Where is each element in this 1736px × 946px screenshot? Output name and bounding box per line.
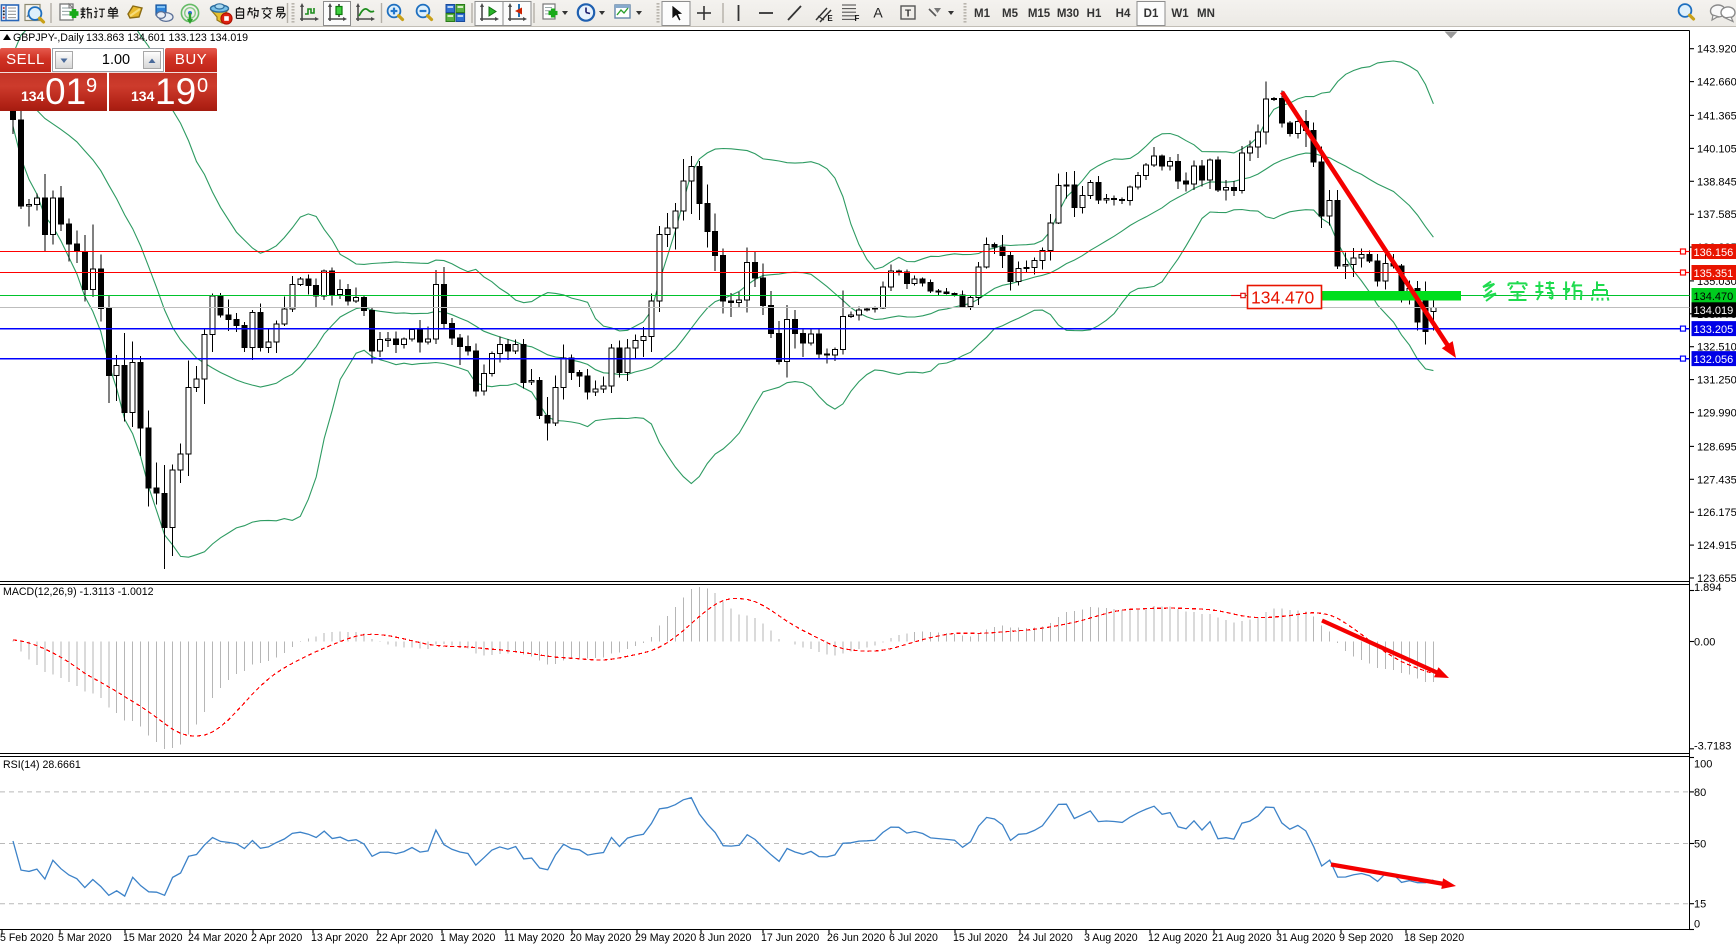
- svg-text:5 Feb 2020: 5 Feb 2020: [0, 932, 54, 944]
- svg-text:MN: MN: [1197, 8, 1215, 20]
- svg-text:13 Apr 2020: 13 Apr 2020: [311, 932, 368, 944]
- svg-text:29 May 2020: 29 May 2020: [635, 932, 696, 944]
- svg-text:2 Apr 2020: 2 Apr 2020: [251, 932, 302, 944]
- svg-text:141.365: 141.365: [1697, 110, 1736, 122]
- svg-text:134.470: 134.470: [1251, 288, 1315, 308]
- svg-text:-3.7183: -3.7183: [1694, 741, 1731, 753]
- svg-text:132.510: 132.510: [1697, 342, 1736, 354]
- svg-text:11 May 2020: 11 May 2020: [504, 932, 565, 944]
- svg-text:M15: M15: [1028, 8, 1051, 20]
- svg-text:D1: D1: [1144, 8, 1159, 20]
- svg-text:M30: M30: [1057, 8, 1079, 20]
- svg-text:15: 15: [1694, 899, 1706, 911]
- svg-text:MACD(12,26,9) -1.3113 -1.0012: MACD(12,26,9) -1.3113 -1.0012: [3, 586, 154, 598]
- svg-text:0: 0: [1694, 919, 1700, 931]
- svg-text:50: 50: [1694, 839, 1706, 851]
- svg-text:8 Jun 2020: 8 Jun 2020: [699, 932, 752, 944]
- svg-text:F: F: [855, 14, 860, 23]
- svg-text:RSI(14) 28.6661: RSI(14) 28.6661: [3, 759, 81, 771]
- svg-text:24 Mar 2020: 24 Mar 2020: [188, 932, 248, 944]
- svg-text:132.056: 132.056: [1694, 354, 1734, 366]
- svg-text:6 Jul 2020: 6 Jul 2020: [889, 932, 938, 944]
- svg-text:17 Jun 2020: 17 Jun 2020: [761, 932, 819, 944]
- svg-text:136.156: 136.156: [1694, 247, 1734, 259]
- svg-text:22 Apr 2020: 22 Apr 2020: [376, 932, 433, 944]
- svg-text:5 Mar 2020: 5 Mar 2020: [58, 932, 112, 944]
- svg-text:133.863 134.601 133.123 134.01: 133.863 134.601 133.123 134.019: [86, 32, 248, 44]
- svg-text:126.175: 126.175: [1697, 507, 1736, 519]
- svg-text:T: T: [905, 9, 911, 20]
- svg-text:H1: H1: [1087, 8, 1102, 20]
- svg-text:24 Jul 2020: 24 Jul 2020: [1018, 932, 1073, 944]
- svg-text:12 Aug 2020: 12 Aug 2020: [1148, 932, 1208, 944]
- svg-text:W1: W1: [1171, 8, 1189, 20]
- svg-text:15 Mar 2020: 15 Mar 2020: [123, 932, 183, 944]
- svg-text:3 Aug 2020: 3 Aug 2020: [1084, 932, 1138, 944]
- svg-text:80: 80: [1694, 787, 1706, 799]
- svg-text:131.250: 131.250: [1697, 375, 1736, 387]
- svg-text:140.105: 140.105: [1697, 143, 1736, 155]
- svg-text:15 Jul 2020: 15 Jul 2020: [953, 932, 1008, 944]
- svg-text:0.00: 0.00: [1694, 637, 1715, 649]
- svg-text:100: 100: [1694, 759, 1712, 771]
- svg-text:H4: H4: [1116, 8, 1131, 20]
- svg-text:143.920: 143.920: [1697, 44, 1736, 56]
- svg-text:26 Jun 2020: 26 Jun 2020: [827, 932, 885, 944]
- svg-text:9 Sep 2020: 9 Sep 2020: [1339, 932, 1393, 944]
- svg-text:135.351: 135.351: [1694, 268, 1734, 280]
- svg-text:137.585: 137.585: [1697, 209, 1736, 221]
- svg-text:GBPJPY-,Daily: GBPJPY-,Daily: [13, 32, 85, 44]
- svg-text:20 May 2020: 20 May 2020: [570, 932, 631, 944]
- svg-text:31 Aug 2020: 31 Aug 2020: [1276, 932, 1336, 944]
- svg-text:134.019: 134.019: [1694, 305, 1734, 317]
- svg-text:129.990: 129.990: [1697, 408, 1736, 420]
- svg-text:A: A: [873, 5, 883, 21]
- svg-text:M5: M5: [1002, 8, 1019, 20]
- svg-text:127.435: 127.435: [1697, 474, 1736, 486]
- svg-text:18 Sep 2020: 18 Sep 2020: [1404, 932, 1464, 944]
- svg-text:123.655: 123.655: [1697, 573, 1736, 585]
- svg-text:E: E: [827, 14, 833, 23]
- svg-text:138.845: 138.845: [1697, 176, 1736, 188]
- svg-text:1 May 2020: 1 May 2020: [440, 932, 495, 944]
- svg-text:124.915: 124.915: [1697, 540, 1736, 552]
- svg-text:21 Aug 2020: 21 Aug 2020: [1212, 932, 1272, 944]
- svg-text:142.660: 142.660: [1697, 77, 1736, 89]
- svg-text:1.894: 1.894: [1694, 582, 1722, 594]
- svg-text:M1: M1: [974, 8, 991, 20]
- svg-text:128.695: 128.695: [1697, 441, 1736, 453]
- svg-text:134.470: 134.470: [1694, 291, 1734, 303]
- svg-text:133.205: 133.205: [1694, 324, 1734, 336]
